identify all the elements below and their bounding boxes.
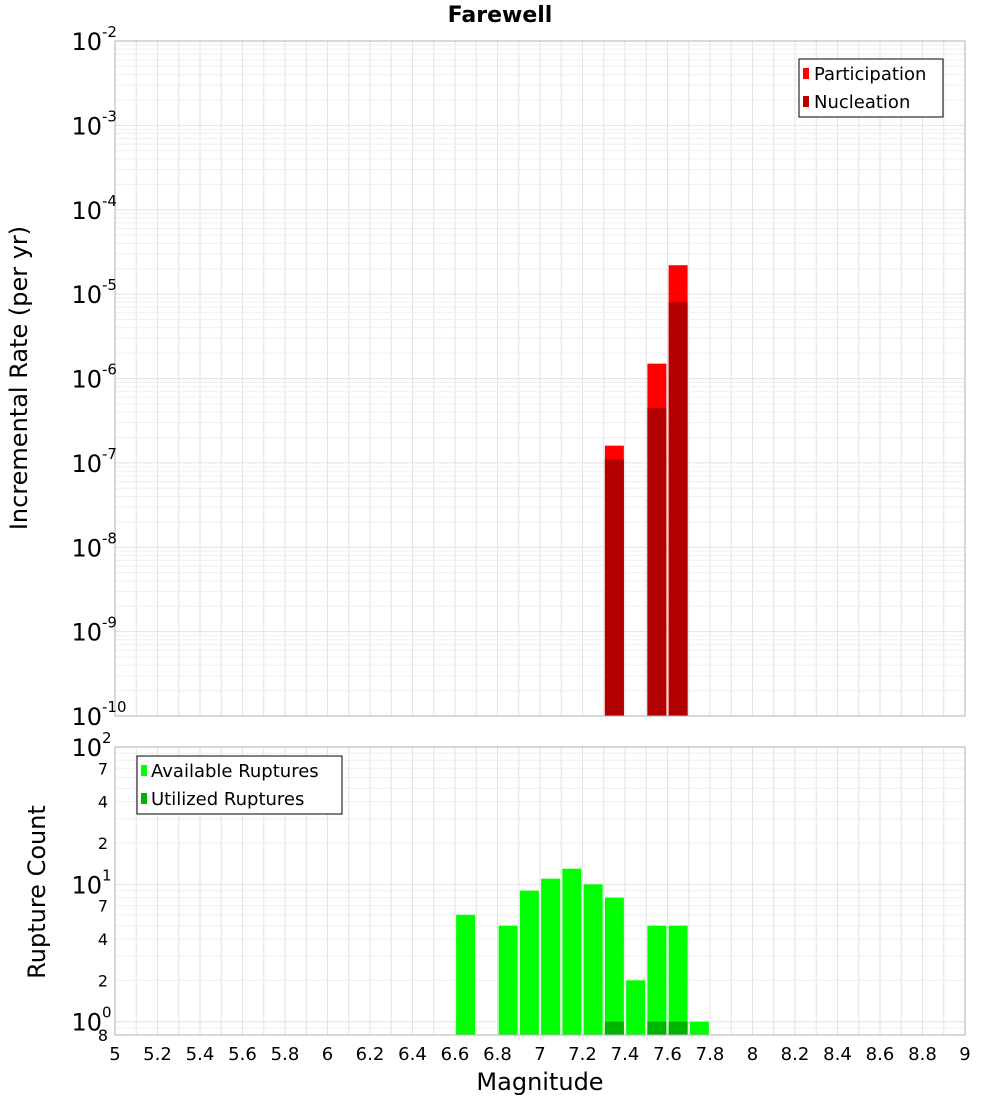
bottom-bar-available-ruptures <box>604 897 624 1035</box>
bottom-bar-available-ruptures <box>626 980 646 1035</box>
top-y-tick-label: 10 <box>71 534 102 562</box>
x-tick-label: 9 <box>959 1044 970 1065</box>
top-y-tick-exponent: -9 <box>102 614 117 632</box>
bottom-bar-available-ruptures <box>583 884 603 1035</box>
bottom-bar-available-ruptures <box>562 868 582 1035</box>
x-tick-label: 7 <box>534 1044 545 1065</box>
top-y-tick-label: 10 <box>71 197 102 225</box>
bottom-y-tick-label: 7 <box>98 897 108 916</box>
bottom-bar-available-ruptures <box>647 925 667 1035</box>
x-tick-label: 8.6 <box>866 1044 895 1065</box>
x-tick-label: 7.4 <box>611 1044 640 1065</box>
x-tick-label: 5 <box>109 1044 120 1065</box>
top-y-tick-label: 10 <box>71 619 102 647</box>
bottom-y-tick-exponent: 0 <box>102 1004 112 1022</box>
top-y-tick-label: 10 <box>71 281 102 309</box>
x-tick-label: 6.6 <box>441 1044 470 1065</box>
x-tick-label: 6.4 <box>398 1044 427 1065</box>
top-y-tick-label: 10 <box>71 112 102 140</box>
top-legend-box <box>798 58 944 118</box>
bottom-bar-available-ruptures <box>498 925 518 1035</box>
bottom-bar-utilized-ruptures <box>668 1021 688 1035</box>
bottom-y-tick-label: 10 <box>71 1009 102 1037</box>
legend-swatch-available-ruptures <box>141 765 147 776</box>
bottom-y-tick-label: 4 <box>98 793 108 812</box>
x-tick-label: 6 <box>322 1044 333 1065</box>
bottom-y-tick-label: 10 <box>71 871 102 899</box>
x-tick-label: 8.4 <box>823 1044 852 1065</box>
x-tick-label: 5.6 <box>228 1044 257 1065</box>
top-plot-border <box>114 40 966 717</box>
top-y-tick-label: 10 <box>71 366 102 394</box>
x-tick-label: 8 <box>747 1044 758 1065</box>
bottom-legend: Available Ruptures Utilized Ruptures <box>136 755 343 815</box>
top-y-tick-exponent: -2 <box>102 23 117 41</box>
top-y-tick-label: 10 <box>71 28 102 56</box>
legend-swatch-utilized-ruptures <box>141 793 147 804</box>
top-y-tick-exponent: -8 <box>102 529 117 547</box>
top-y-tick-exponent: -10 <box>102 698 127 716</box>
bottom-y-tick-label: 8 <box>98 1026 108 1045</box>
top-y-tick-exponent: -6 <box>102 361 117 379</box>
legend-label-available-ruptures: Available Ruptures <box>151 761 319 782</box>
bottom-bar-available-ruptures <box>519 890 539 1035</box>
top-y-tick-label: 10 <box>71 450 102 478</box>
x-tick-label: 7.8 <box>696 1044 725 1065</box>
bottom-y-tick-label: 10 <box>71 734 102 762</box>
bottom-bar-utilized-ruptures <box>647 1021 667 1035</box>
top-y-tick-exponent: -4 <box>102 192 117 210</box>
legend-swatch-participation <box>803 68 809 79</box>
x-tick-label: 8.2 <box>781 1044 810 1065</box>
bottom-bar-available-ruptures <box>456 914 476 1035</box>
bottom-legend-box <box>136 755 343 815</box>
top-y-tick-label: 10 <box>71 703 102 731</box>
bottom-y-tick-label: 2 <box>98 834 108 853</box>
bottom-y-tick-label: 2 <box>98 971 108 990</box>
x-tick-label: 5.2 <box>143 1044 172 1065</box>
x-tick-label: 8.8 <box>908 1044 937 1065</box>
chart-title: Farewell <box>448 3 553 28</box>
x-tick-label: 7.6 <box>653 1044 682 1065</box>
top-y-tick-exponent: -7 <box>102 445 117 463</box>
bottom-y-tick-label: 4 <box>98 930 108 949</box>
top-y-tick-exponent: -5 <box>102 276 117 294</box>
top-bar-nucleation <box>604 459 624 716</box>
bottom-plot-border <box>114 746 966 1036</box>
top-legend: Participation Nucleation <box>798 58 944 118</box>
legend-label-participation: Participation <box>814 64 926 85</box>
bottom-bar-utilized-ruptures <box>604 1021 624 1035</box>
bottom-bar-available-ruptures <box>668 925 688 1035</box>
legend-label-nucleation: Nucleation <box>814 92 910 113</box>
legend-label-utilized-ruptures: Utilized Ruptures <box>151 789 304 810</box>
bottom-y-tick-exponent: 2 <box>102 729 112 747</box>
x-tick-label: 5.4 <box>186 1044 215 1065</box>
top-bar-nucleation <box>647 407 667 716</box>
x-axis-title: Magnitude <box>476 1068 603 1096</box>
bottom-bar-available-ruptures <box>541 878 561 1035</box>
bottom-y-tick-exponent: 1 <box>102 866 112 884</box>
x-tick-label: 5.8 <box>271 1044 300 1065</box>
bottom-bar-available-ruptures <box>689 1021 709 1035</box>
legend-swatch-nucleation <box>803 96 809 107</box>
x-tick-label: 6.2 <box>356 1044 385 1065</box>
top-bar-nucleation <box>668 302 688 716</box>
bottom-y-axis-title: Rupture Count <box>23 805 51 979</box>
x-tick-label: 7.2 <box>568 1044 597 1065</box>
top-y-axis-title: Incremental Rate (per yr) <box>5 226 33 530</box>
x-tick-label: 6.8 <box>483 1044 512 1065</box>
bottom-y-tick-label: 7 <box>98 759 108 778</box>
top-y-tick-exponent: -3 <box>102 107 117 125</box>
